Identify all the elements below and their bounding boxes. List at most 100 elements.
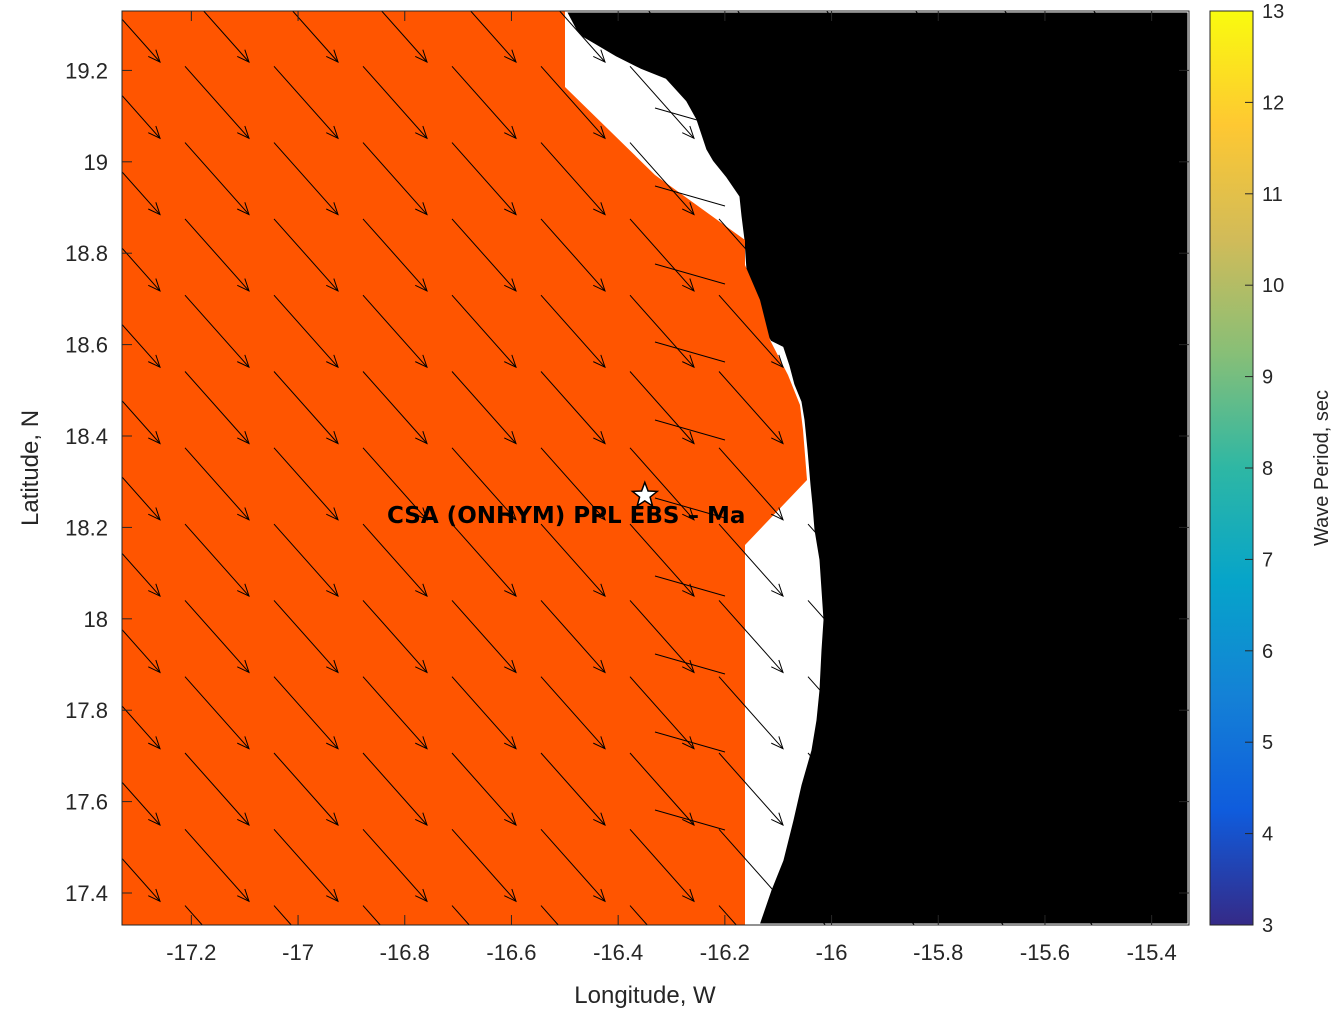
wave-arrow — [718, 676, 784, 750]
wave-arrow — [807, 65, 873, 140]
wave-arrow — [1074, 752, 1140, 826]
x-tick-label: -15.6 — [1020, 940, 1070, 965]
wave-arrow — [986, 982, 1050, 1017]
y-tick-label: 17.4 — [65, 881, 108, 906]
wave-arrow — [647, 11, 695, 63]
wave-arrow — [654, 107, 726, 129]
wave-arrow — [540, 142, 606, 216]
wave-arrow — [184, 65, 250, 140]
wave-arrow — [202, 11, 250, 63]
wave-arrow — [1074, 447, 1140, 521]
wave-arrow — [184, 447, 250, 521]
x-tick-label: -16.6 — [486, 940, 536, 965]
wave-arrow — [807, 447, 873, 521]
wave-arrow — [451, 905, 470, 925]
wave-arrow — [896, 65, 962, 140]
y-axis-label: Latitude, N — [17, 410, 44, 526]
x-tick-label: -16.8 — [380, 940, 430, 965]
wave-arrow — [96, 982, 160, 1017]
colorbar: 3 4 5 6 7 8 9 10 11 12 13 Wave Period, sec — [1209, 1, 1333, 937]
wave-arrow — [273, 600, 339, 674]
wave-arrow — [654, 809, 726, 831]
y-tick-label: 18.8 — [65, 241, 108, 266]
wave-arrow — [362, 65, 428, 140]
wave-arrow — [122, 857, 161, 903]
wave-arrow — [718, 600, 784, 674]
wave-arrow — [825, 11, 873, 63]
wave-arrow — [629, 752, 695, 826]
wave-arrow — [654, 263, 726, 285]
wave-arrow — [985, 600, 1051, 674]
wave-arrow — [184, 294, 250, 369]
wave-arrow — [807, 371, 873, 445]
site-marker: CSA (ONHYM) PPL EBS – Ma — [387, 480, 745, 529]
wave-arrow — [122, 781, 161, 826]
wave-arrow — [273, 142, 339, 216]
colorbar-tick-label: 12 — [1262, 92, 1284, 114]
wave-arrow — [896, 294, 962, 369]
wave-arrow — [897, 982, 961, 1017]
wave-arrow — [985, 142, 1051, 216]
wave-arrow — [654, 341, 726, 363]
wave-arrow — [1074, 828, 1140, 903]
wave-arrow — [122, 171, 161, 216]
wave-arrow — [122, 476, 161, 521]
wave-arrow — [362, 828, 428, 903]
wave-arrow — [451, 828, 517, 903]
wave-arrow — [654, 29, 726, 51]
wave-arrow — [896, 676, 962, 750]
wave-arrow — [718, 752, 784, 826]
x-axis-ticks: -17.2 -17 -16.8 -16.6 -16.4 -16.2 -16 -15.8 -15.… — [166, 11, 1177, 965]
wave-arrow — [451, 294, 517, 369]
wave-arrow — [654, 419, 726, 441]
wave-arrow — [654, 575, 726, 597]
wave-arrow — [807, 600, 873, 674]
site-label: CSA (ONHYM) PPL EBS – Ma — [387, 503, 745, 529]
y-tick-label: 19.2 — [65, 58, 108, 83]
wave-arrow — [896, 218, 962, 292]
wave-arrow — [985, 294, 1051, 369]
wave-arrow — [122, 552, 161, 598]
wave-arrow — [629, 676, 695, 750]
map-plot-area — [96, 11, 1189, 1017]
wave-arrow — [629, 65, 695, 140]
wave-arrow — [896, 828, 962, 903]
colorbar-tick-label: 5 — [1262, 732, 1273, 754]
y-tick-label: 18.4 — [65, 424, 108, 449]
wave-period-field — [122, 11, 807, 925]
wave-arrow — [1074, 371, 1140, 445]
wave-arrow — [719, 982, 783, 1017]
wave-arrow — [896, 142, 962, 216]
wave-arrow — [718, 371, 784, 445]
wave-arrow — [629, 218, 695, 292]
wave-arrow — [122, 628, 161, 674]
wave-arrow — [718, 294, 784, 369]
wave-arrow — [273, 752, 339, 826]
colorbar-tick-label: 10 — [1262, 275, 1284, 297]
wave-arrow — [985, 447, 1051, 521]
wave-arrow — [896, 600, 962, 674]
wave-arrow — [451, 218, 517, 292]
wave-arrow — [718, 218, 784, 292]
wave-arrow — [363, 982, 427, 1017]
wave-arrow — [540, 600, 606, 674]
wave-arrow — [718, 65, 784, 140]
wave-arrow — [629, 828, 695, 903]
wave-arrow — [273, 218, 339, 292]
wave-arrow — [185, 982, 249, 1017]
wave-arrow — [807, 294, 873, 369]
wave-arrow — [184, 752, 250, 826]
map-axes-box — [121, 10, 1190, 926]
y-tick-label: 17.8 — [65, 698, 108, 723]
wave-arrow — [362, 294, 428, 369]
x-tick-label: -15.4 — [1127, 940, 1177, 965]
wave-arrow — [122, 247, 161, 292]
wave-arrow — [540, 828, 606, 903]
wave-arrow — [451, 600, 517, 674]
colorbar-tick-label: 6 — [1262, 641, 1273, 663]
wave-arrow — [273, 676, 339, 750]
wave-arrow — [1074, 142, 1140, 216]
wave-arrow — [807, 218, 873, 292]
wave-arrow — [896, 752, 962, 826]
wave-arrow — [540, 523, 606, 598]
